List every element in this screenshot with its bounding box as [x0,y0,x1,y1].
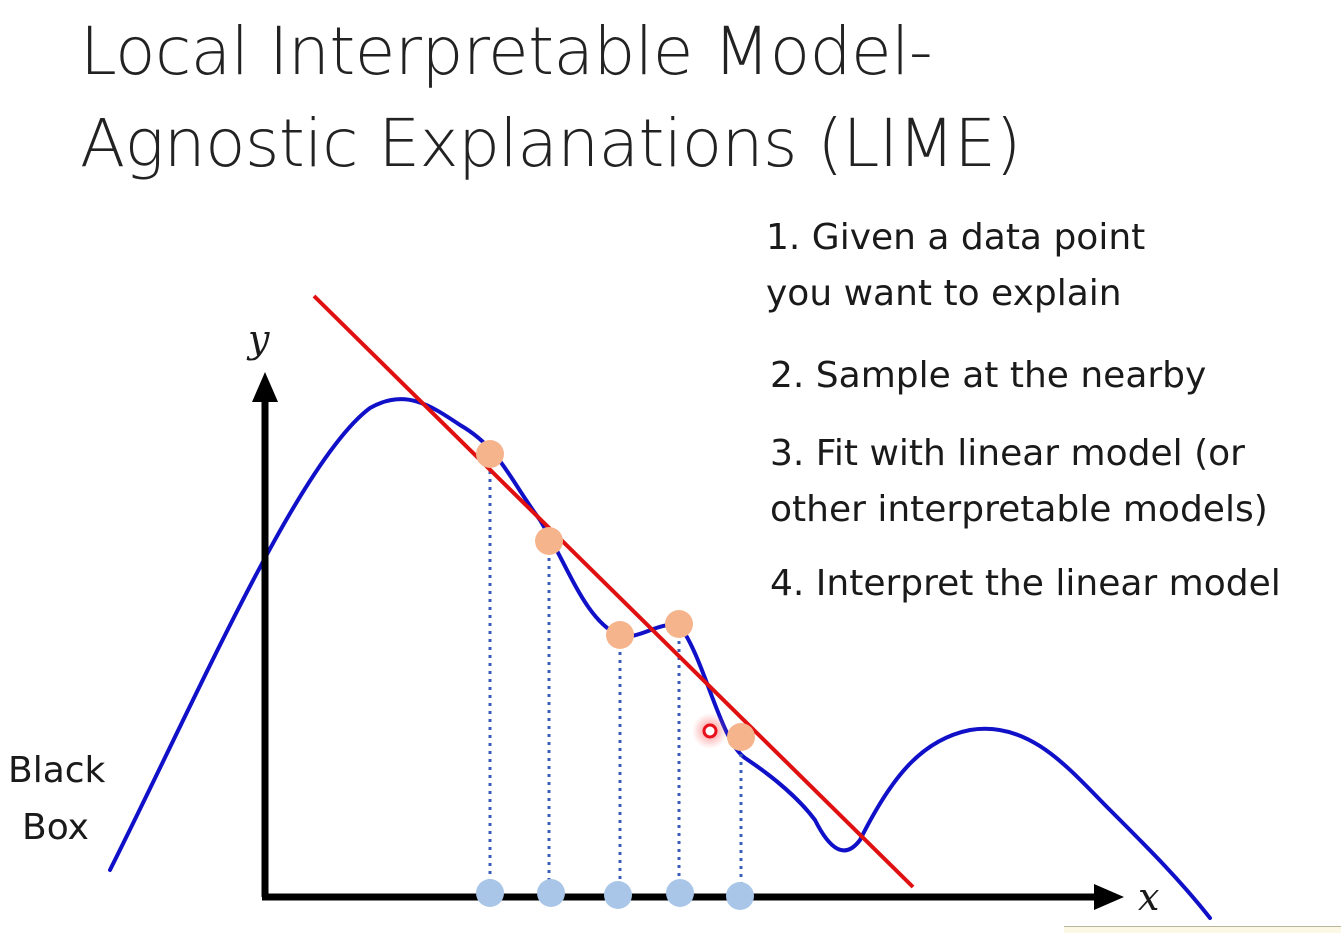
slide-title: Local Interpretable Model- Agnostic Expl… [80,6,1021,190]
projection-lines [488,455,743,892]
y-axis-arrowhead [252,372,278,402]
step-1: 1. Given a data point you want to explai… [766,210,1145,322]
y-axis-label: y [246,317,270,361]
projected-point [537,879,565,907]
black-box-curve [108,397,1212,920]
black-box-line-2: Box [22,807,89,848]
step-2: 2. Sample at the nearby [770,348,1206,404]
sample-point [606,621,634,649]
x-axis-arrowhead [1094,884,1124,910]
sample-point [665,610,693,638]
explained-point [702,723,718,739]
step-3: 3. Fit with linear model (or other inter… [770,426,1268,538]
step-2-line-1: 2. Sample at the nearby [770,355,1207,396]
step-1-line-1: 1. Given a data point [766,217,1146,258]
x-axis-label: x [1138,875,1159,919]
sample-point [727,723,755,751]
projected-point [726,882,754,910]
step-3-line-2: other interpretable models) [770,489,1268,530]
step-4: 4. Interpret the linear model [770,556,1281,612]
explained-data-point [692,713,728,749]
projected-point [476,879,504,907]
sample-point [476,440,504,468]
corner-tab [1064,926,1341,933]
step-1-line-2: you want to explain [766,273,1122,314]
sample-point [535,527,563,555]
title-line-2: Agnostic Explanations (LIME) [80,105,1021,182]
projected-points [476,879,754,910]
axes: y x [246,317,1159,919]
title-line-1: Local Interpretable Model- [80,13,933,90]
black-box-label: Black Box [8,742,105,856]
step-4-line-1: 4. Interpret the linear model [770,563,1281,604]
linear-model-line [312,294,915,889]
projected-point [604,881,632,909]
sample-points [476,440,755,751]
black-box-line-1: Black [8,750,106,791]
step-3-line-1: 3. Fit with linear model (or [770,433,1245,474]
projected-point [666,879,694,907]
